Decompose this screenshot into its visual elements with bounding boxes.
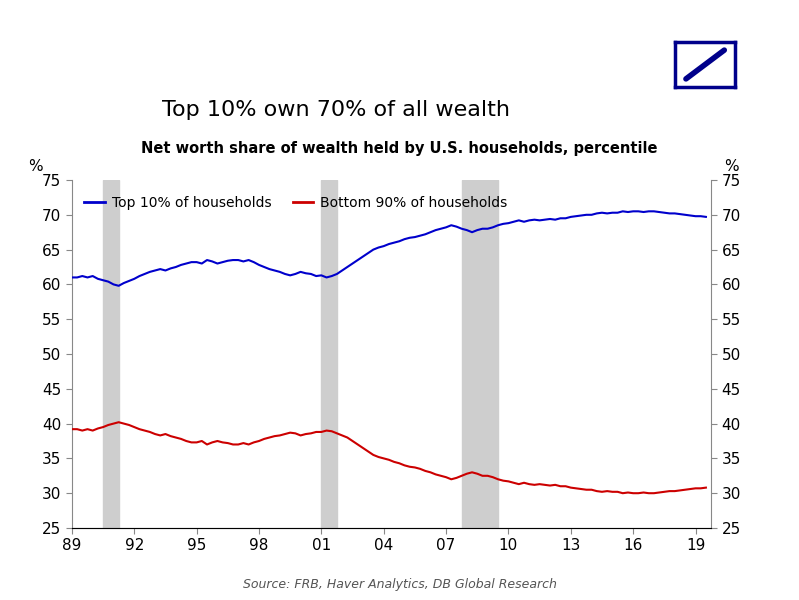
Text: %: % [28, 159, 42, 174]
Text: %: % [725, 159, 739, 174]
Bar [103, 180, 119, 528]
Legend: Top 10% of households, Bottom 90% of households: Top 10% of households, Bottom 90% of hou… [79, 190, 513, 215]
Text: Source: FRB, Haver Analytics, DB Global Research: Source: FRB, Haver Analytics, DB Global … [243, 578, 556, 591]
Bar [321, 180, 337, 528]
Text: Top 10% own 70% of all wealth: Top 10% own 70% of all wealth [161, 100, 510, 120]
Text: Net worth share of wealth held by U.S. households, percentile: Net worth share of wealth held by U.S. h… [141, 141, 658, 156]
Bar [462, 180, 498, 528]
